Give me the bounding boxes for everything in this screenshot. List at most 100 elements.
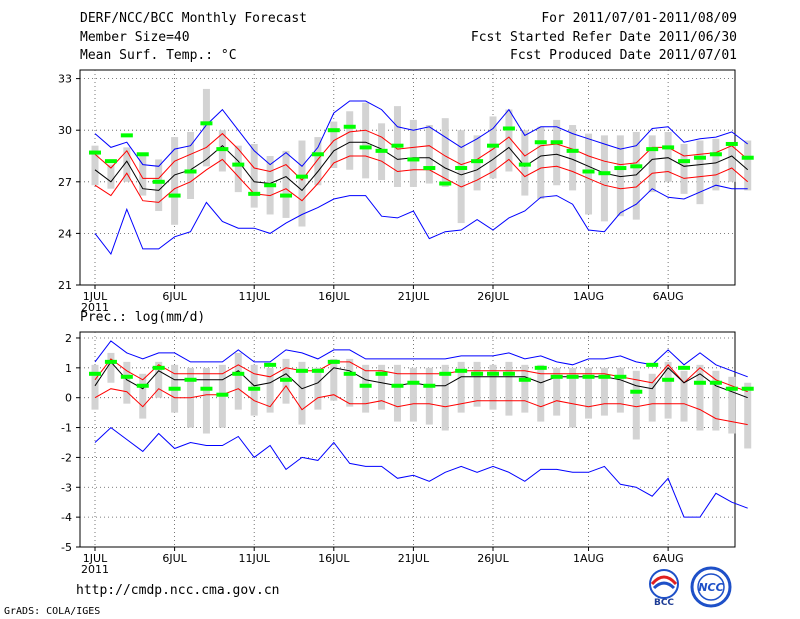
ncc-logo: NCC — [690, 566, 732, 608]
header-produced-date: Fcst Produced Date 2011/07/01 — [510, 48, 737, 63]
obs-marker — [502, 371, 515, 376]
plot-frame — [79, 331, 736, 548]
obs-marker — [120, 133, 133, 138]
mean-line — [94, 361, 748, 399]
spread-box — [680, 370, 688, 422]
spread-box — [664, 361, 672, 419]
spread-box — [266, 367, 274, 413]
obs-marker — [391, 383, 404, 388]
obs-marker — [646, 362, 659, 367]
obs-marker — [487, 143, 499, 148]
y-tick-label: -5 — [61, 541, 72, 554]
spread-box — [378, 364, 386, 410]
obs-marker — [343, 124, 356, 129]
y-tick-label: 2 — [65, 332, 72, 345]
spread-box — [648, 373, 656, 422]
y-tick-label: -4 — [61, 511, 72, 524]
header-start-date: Fcst Started Refer Date 2011/06/30 — [470, 30, 737, 45]
x-tick-label: 1AUG — [573, 552, 604, 565]
spread-box — [569, 125, 577, 191]
obs-marker — [502, 126, 515, 131]
y-tick-label: 30 — [58, 124, 72, 137]
grads-credit: GrADS: COLA/IGES — [4, 606, 101, 617]
spread-box — [91, 364, 99, 410]
x-tick-label: 1JUL — [83, 290, 108, 303]
spread-box — [648, 135, 656, 193]
x-tick-label: 11JUL — [238, 290, 270, 303]
obs-marker — [630, 164, 643, 169]
mean-line — [94, 141, 749, 192]
obs-marker — [136, 152, 149, 157]
obs-marker — [232, 162, 245, 167]
obs-marker — [136, 383, 149, 388]
min-line — [94, 426, 748, 518]
obs-marker — [518, 377, 531, 382]
obs-marker — [327, 128, 340, 133]
spread-box — [409, 119, 417, 187]
header-period: For 2011/07/01-2011/08/09 — [541, 11, 737, 26]
obs-marker — [566, 148, 579, 153]
bcc-logo: BCC — [649, 569, 679, 608]
spread-box — [728, 142, 736, 182]
spread-box — [696, 364, 704, 431]
obs-marker — [423, 166, 436, 171]
obs-marker — [662, 377, 675, 382]
obs-marker — [741, 386, 754, 391]
obs-marker — [582, 374, 595, 379]
obs-marker — [200, 121, 213, 126]
obs-marker — [359, 145, 372, 150]
obs-marker — [439, 181, 452, 186]
obs-marker — [89, 371, 101, 376]
spread-box — [425, 367, 433, 425]
spread-box — [107, 164, 115, 189]
spread-box — [585, 367, 593, 419]
obs-marker — [200, 386, 213, 391]
spread-box — [744, 382, 752, 449]
spread-box — [505, 109, 513, 172]
obs-marker — [248, 386, 261, 391]
footer-url[interactable]: http://cmdp.ncc.cma.gov.cn — [76, 583, 280, 598]
x-tick-label: 6JUL — [162, 552, 187, 565]
spread-box — [489, 364, 497, 410]
obs-marker — [248, 191, 261, 196]
y-tick-label: 33 — [58, 73, 72, 86]
spread-box — [616, 135, 624, 217]
obs-marker — [550, 374, 563, 379]
spread-box — [123, 361, 131, 404]
spread-box — [632, 370, 640, 440]
x-tick-label: 21JUL — [398, 290, 430, 303]
x-year-label: 2011 — [81, 563, 109, 576]
obs-marker — [678, 365, 691, 370]
spread-box — [234, 352, 242, 410]
spread-box — [91, 145, 99, 186]
obs-marker — [550, 140, 563, 145]
spread-box — [346, 358, 354, 407]
obs-marker — [264, 183, 277, 188]
obs-marker — [693, 380, 706, 385]
spread-box — [155, 159, 163, 212]
obs-marker — [216, 147, 229, 152]
obs-marker — [311, 368, 324, 373]
spread-box — [457, 130, 465, 224]
bcc-logo-text: BCC — [654, 598, 674, 608]
obs-marker — [598, 171, 611, 176]
spread-box — [202, 367, 210, 434]
obs-marker — [391, 143, 404, 148]
obs-marker — [168, 386, 181, 391]
spread-box — [457, 361, 465, 413]
obs-marker — [662, 145, 675, 150]
obs-marker — [725, 386, 738, 391]
header-variable: Mean Surf. Temp.: °C — [80, 48, 237, 63]
obs-marker — [375, 148, 388, 153]
spread-box — [155, 361, 163, 398]
spread-box — [330, 358, 338, 401]
obs-marker — [152, 365, 165, 370]
lower-line — [94, 384, 748, 426]
obs-marker — [614, 166, 627, 171]
obs-marker — [678, 159, 691, 164]
obs-marker — [423, 383, 436, 388]
obs-marker — [343, 371, 356, 376]
x-tick-label: 26JUL — [477, 552, 509, 565]
upper-line — [94, 358, 748, 393]
obs-marker — [407, 380, 420, 385]
